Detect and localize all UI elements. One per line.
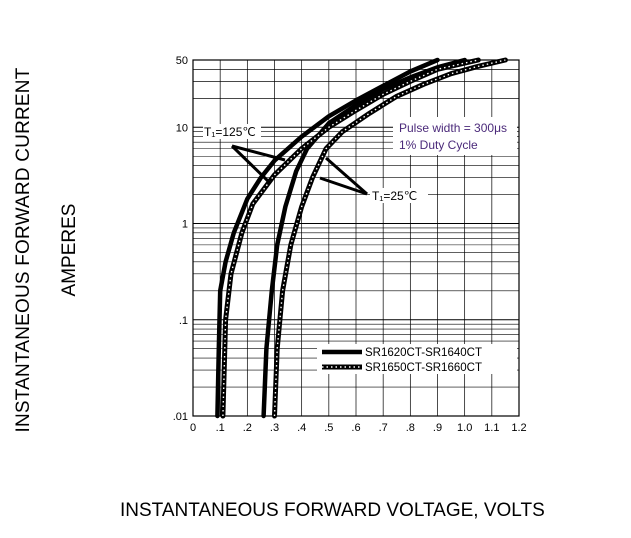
annotations: Pulse width = 300μs 1% Duty Cycle T₁=125℃ T… xyxy=(203,117,517,203)
x-tick-label: 0 xyxy=(190,422,196,434)
tj125-label-bg xyxy=(203,124,261,139)
x-tick-label: 1.2 xyxy=(511,422,526,434)
x-tick-label: .7 xyxy=(379,422,388,434)
x-tick-label: .8 xyxy=(406,422,415,434)
pulse-box xyxy=(393,117,517,155)
x-axis-label: INSTANTANEOUS FORWARD VOLTAGE, VOLTS xyxy=(120,500,545,521)
x-tick-label: .5 xyxy=(324,422,333,434)
tj25-label-bg xyxy=(370,188,428,203)
y-tick-label: 1 xyxy=(182,219,188,231)
x-tick-label: 1.1 xyxy=(484,422,499,434)
x-tick-label: 1.0 xyxy=(457,422,472,434)
y-tick-label: .1 xyxy=(179,315,188,327)
x-tick-label: .9 xyxy=(433,422,442,434)
series-curve-solid-1 xyxy=(261,57,467,419)
x-tick-label: .4 xyxy=(297,422,306,434)
tj25-label: T₁=25℃ xyxy=(372,189,417,203)
tj25-leader-2 xyxy=(319,176,368,196)
legend-label: SR1650CT-SR1660CT xyxy=(365,362,482,374)
x-tick-label: .1 xyxy=(216,422,225,434)
x-tick-label: .6 xyxy=(351,422,360,434)
x-tick-label: .2 xyxy=(243,422,252,434)
series-curve-solid-0 xyxy=(215,57,440,419)
x-tick-label: .3 xyxy=(270,422,279,434)
y-tick-label: 10 xyxy=(176,122,188,134)
tj125-leader-1 xyxy=(231,144,286,162)
tj125-label: T₁=125℃ xyxy=(204,125,256,139)
curves xyxy=(215,57,508,419)
pulse-width-text: Pulse width = 300μs xyxy=(399,121,507,135)
series-curve-dotted-3 xyxy=(272,57,508,419)
series-curve-dotted-pattern-2 xyxy=(222,59,479,417)
y-tick-label: 50 xyxy=(176,55,188,67)
tick-labels: 0 .1 .2 .3 .4 .5 .6 .7 .8 .9 1.0 1.1 1.2 .01 .1 1 10 50 xyxy=(173,55,527,434)
tj25-leader-1 xyxy=(325,156,368,196)
legend-label: SR1620CT-SR1640CT xyxy=(365,347,482,359)
duty-cycle-text: 1% Duty Cycle xyxy=(399,138,478,152)
y-tick-label: .01 xyxy=(173,411,188,423)
tj125-leader-2 xyxy=(230,144,272,185)
legend: SR1620CT-SR1640CT SR1650CT-SR1660CT xyxy=(317,344,517,374)
